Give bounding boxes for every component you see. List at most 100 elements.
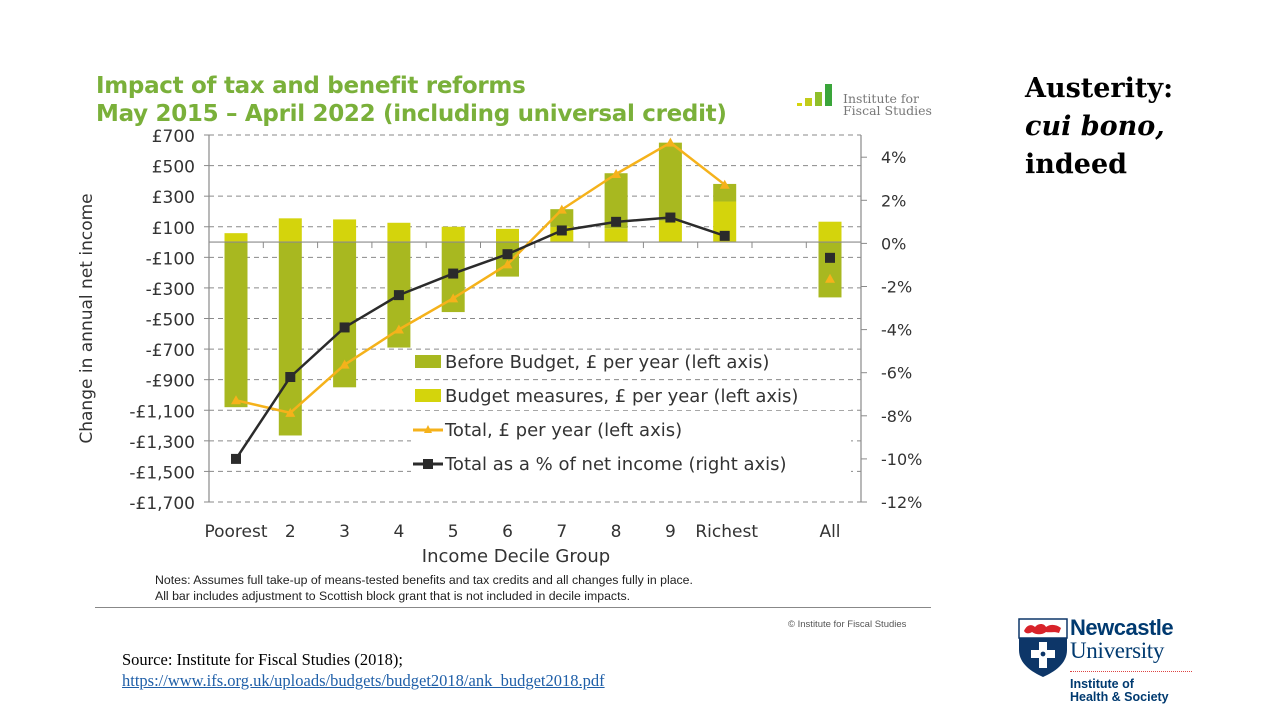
total-pct-marker	[719, 230, 730, 241]
before-budget-bar	[713, 183, 737, 202]
right-axis-label: 0%	[881, 234, 906, 253]
y-axis-title: Change in annual net income	[77, 193, 97, 443]
budget-measures-bar	[224, 233, 248, 243]
total-pounds-marker	[231, 395, 241, 405]
left-axis-label: £700	[152, 127, 195, 147]
ifs-logo: Institute for Fiscal Studies	[797, 84, 937, 122]
institute-name-line1: Institute of	[1070, 677, 1134, 691]
total-pounds-marker	[665, 137, 676, 147]
right-axis-label: -2%	[881, 277, 912, 296]
total-pct-marker	[285, 372, 296, 383]
newcastle-university-logo: Newcastle University Institute of Health…	[1018, 617, 1198, 709]
total-pct-marker	[611, 216, 622, 227]
ifs-logo-line1: Institute for	[843, 91, 920, 106]
ifs-logo-bars-icon	[797, 84, 839, 106]
total-pct-marker	[665, 212, 676, 223]
legend-swatch	[415, 389, 441, 402]
category-label: 4	[393, 522, 404, 542]
total-pounds-marker	[719, 179, 730, 189]
category-label: 6	[502, 522, 513, 542]
left-axis-label: -£700	[146, 341, 195, 361]
total-pct-line	[234, 216, 726, 460]
total-pounds-marker	[285, 407, 296, 417]
budget-measures-bar	[278, 218, 302, 243]
left-axis-label: £500	[152, 158, 195, 178]
before-budget-bar	[224, 242, 248, 408]
legend-background	[411, 350, 851, 376]
legend-background	[411, 452, 851, 478]
before-budget-bar	[333, 242, 357, 388]
budget-measures-bar	[387, 222, 411, 243]
slide-title-line2: cui bono,	[1025, 111, 1165, 142]
left-axis-label: -£1,300	[129, 433, 195, 453]
right-axis-label: -4%	[881, 321, 912, 340]
total-pounds-marker	[556, 204, 567, 214]
category-label: Poorest	[204, 522, 267, 542]
total-pounds-marker	[339, 359, 350, 369]
total-pct-marker	[231, 453, 241, 464]
legend-marker	[423, 459, 433, 469]
right-axis-label: -10%	[881, 450, 922, 469]
total-pct-marker	[393, 290, 404, 301]
total-pounds-marker	[825, 273, 835, 283]
budget-measures-bar	[496, 228, 519, 243]
institute-name: Institute of Health & Society	[1070, 678, 1169, 704]
category-label: All	[819, 522, 840, 542]
total-pct-marker	[448, 268, 459, 279]
category-label: 2	[285, 522, 296, 542]
chart-notes: Notes: Assumes full take-up of means-tes…	[155, 572, 693, 604]
before-budget-bar	[496, 242, 519, 277]
left-axis-label: -£1,100	[129, 402, 195, 422]
legend-swatch	[415, 355, 441, 368]
before-budget-bar	[818, 242, 842, 298]
total-pct-marker	[825, 252, 835, 263]
legend-background	[411, 384, 851, 410]
source-link[interactable]: https://www.ifs.org.uk/uploads/budgets/b…	[122, 671, 605, 690]
total-pct-marker	[339, 322, 350, 333]
legend-label: Budget measures, £ per year (left axis)	[445, 386, 798, 407]
left-axis-label: -£1,700	[129, 494, 195, 514]
before-budget-bar	[658, 142, 682, 221]
budget-measures-bar	[604, 228, 628, 243]
category-label: 5	[448, 522, 459, 542]
ifs-logo-line2: Fiscal Studies	[843, 103, 932, 118]
budget-measures-bar	[658, 220, 682, 243]
budget-measures-bar	[713, 201, 737, 243]
right-axis-label: -12%	[881, 493, 922, 512]
right-axis-label: -6%	[881, 364, 912, 383]
category-label: 9	[665, 522, 676, 542]
budget-measures-bar	[333, 219, 357, 243]
right-axis-label: 4%	[881, 148, 906, 167]
university-name: Newcastle University	[1070, 617, 1174, 663]
notes-line2: All bar includes adjustment to Scottish …	[155, 589, 631, 603]
copyright: © Institute for Fiscal Studies	[788, 619, 907, 630]
total-pounds-marker	[502, 259, 513, 269]
total-pounds-marker	[611, 168, 622, 178]
left-axis-label: £100	[152, 219, 195, 239]
left-axis-label: -£300	[146, 280, 195, 300]
right-axis-label: -8%	[881, 407, 912, 426]
budget-measures-bar	[818, 221, 842, 243]
total-pounds-marker	[393, 324, 404, 334]
institute-name-line2: Health & Society	[1070, 690, 1169, 704]
category-label: 3	[339, 522, 350, 542]
chart-title-line2: May 2015 – April 2022 (including univers…	[96, 101, 727, 127]
x-axis-title: Income Decile Group	[422, 546, 610, 567]
slide-title: Austerity: cui bono, indeed	[1025, 70, 1173, 184]
left-axis-label: -£1,500	[129, 463, 195, 483]
ifs-logo-text: Institute for Fiscal Studies	[843, 91, 932, 118]
category-label: 8	[611, 522, 622, 542]
chart-title-line1: Impact of tax and benefit reforms	[96, 73, 526, 99]
slide-title-line1: Austerity:	[1025, 73, 1174, 104]
budget-measures-bar	[441, 226, 465, 243]
chart-title: Impact of tax and benefit reforms May 20…	[96, 72, 727, 128]
category-label: Richest	[695, 522, 758, 542]
university-name-line2: University	[1070, 638, 1165, 663]
before-budget-bar	[604, 173, 628, 229]
total-pounds-line	[235, 141, 726, 415]
source-label: Source: Institute for Fiscal Studies (20…	[122, 650, 403, 669]
before-budget-bar	[550, 209, 574, 227]
total-pct-marker	[502, 249, 513, 260]
left-axis-label: -£100	[146, 249, 195, 269]
